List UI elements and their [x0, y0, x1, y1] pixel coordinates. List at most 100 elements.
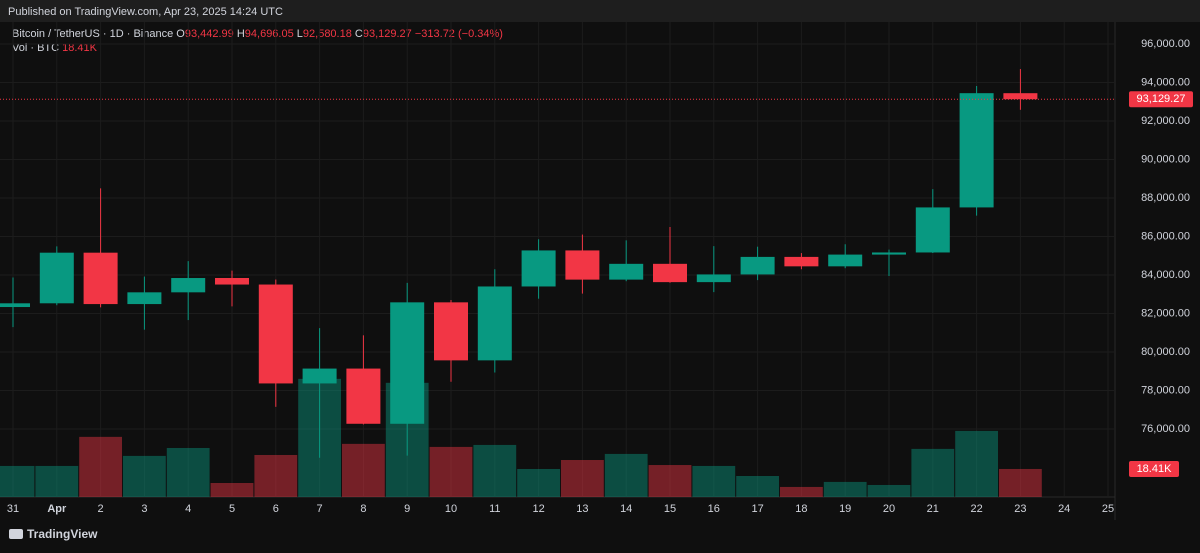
candle-body: [127, 292, 162, 305]
x-tick-label: 18: [795, 503, 807, 515]
volume-bar: [561, 460, 604, 497]
x-tick-label: 8: [360, 503, 366, 515]
candle-body: [346, 368, 381, 424]
volume-value: 18.41K: [62, 42, 98, 54]
brand-logo: TradingView: [9, 527, 98, 541]
ohlc-value: 94,696.05: [245, 28, 297, 40]
candle-body: [1003, 93, 1038, 100]
y-tick-label: 80,000.00: [1141, 346, 1190, 358]
symbol-name: Bitcoin / TetherUS · 1D · Binance: [12, 28, 176, 40]
volume-bar: [210, 482, 254, 497]
x-tick-label: 11: [489, 503, 500, 515]
x-tick-label: 6: [273, 503, 279, 515]
candle-body: [171, 278, 206, 293]
candle-body: [565, 250, 600, 280]
y-tick-label: 92,000.00: [1141, 115, 1190, 127]
volume-bar: [736, 475, 779, 497]
ohlc-value: 93,442.99: [185, 28, 237, 40]
candle-body: [609, 263, 644, 280]
volume-bar: [35, 465, 79, 497]
candle-body: [390, 302, 425, 424]
candle-body: [215, 278, 249, 285]
change-value: −313.72 (−0.34%): [415, 28, 503, 40]
x-tick-label: 17: [751, 503, 763, 515]
ohlc-value: 92,580.18: [303, 28, 355, 40]
volume-bar: [473, 444, 517, 497]
volume-bar: [823, 481, 867, 497]
x-tick-label: 25: [1102, 503, 1114, 515]
x-tick-label: 9: [404, 503, 410, 515]
legend: Bitcoin / TetherUS · 1D · Binance O93,44…: [12, 28, 503, 54]
brand-text: TradingView: [27, 527, 98, 541]
volume-bar: [648, 465, 692, 497]
y-tick-label: 78,000.00: [1141, 384, 1190, 396]
candle-body: [915, 207, 950, 253]
candle-body: [434, 302, 468, 361]
ohlc-value: 93,129.27: [363, 28, 415, 40]
y-tick-label: 76,000.00: [1141, 423, 1190, 435]
legend-line: Bitcoin / TetherUS · 1D · Binance O93,44…: [12, 28, 503, 40]
x-tick-label: 5: [229, 503, 235, 515]
x-tick-label: 10: [445, 503, 457, 515]
volume-bar: [79, 436, 122, 497]
y-tick-label: 86,000.00: [1141, 230, 1190, 242]
volume-bar: [999, 468, 1042, 497]
candle-body: [258, 284, 293, 384]
candle-body: [696, 274, 731, 283]
volume-bar: [517, 468, 560, 497]
plot: 76,000.00 78,000.00 80,000.00 82,000.00 84,0…: [0, 22, 1193, 515]
candle-body: [39, 252, 74, 304]
x-tick-label: 3: [141, 503, 147, 515]
ohlc-label: H: [237, 28, 245, 40]
logo-icon: [9, 529, 23, 539]
y-tick-label: 96,000.00: [1141, 38, 1190, 50]
x-tick-label: 2: [98, 503, 104, 515]
x-tick-label: 7: [317, 503, 323, 515]
last-volume-label: 18.41K: [1137, 463, 1173, 475]
candle-body: [521, 250, 556, 287]
candle-body: [872, 252, 906, 255]
x-tick-label: 19: [839, 503, 851, 515]
x-tick-label: 22: [970, 503, 982, 515]
last-price-label: 93,129.27: [1137, 93, 1186, 105]
x-tick-label: 13: [576, 503, 588, 515]
x-tick-label: 31: [7, 503, 19, 515]
x-tick-label: 21: [927, 503, 939, 515]
candle-body: [784, 256, 819, 267]
candle-body: [302, 368, 337, 384]
x-tick-label: Apr: [47, 503, 67, 515]
y-tick-label: 82,000.00: [1141, 307, 1190, 319]
last-price-tag: [1129, 91, 1193, 108]
x-tick-label: 12: [532, 503, 544, 515]
legend-volume: Vol · BTC 18.41K: [12, 42, 98, 54]
chart-area: [0, 22, 1200, 520]
candle-body: [959, 93, 994, 208]
volume-bar: [0, 465, 35, 497]
y-tick-label: 84,000.00: [1141, 269, 1190, 281]
top-bar: [0, 0, 1200, 22]
volume-bar: [955, 430, 998, 497]
candle-body: [828, 254, 863, 267]
last-volume-tag: [1129, 460, 1179, 477]
bottom-bar: [0, 520, 1200, 548]
candle-body: [0, 303, 30, 308]
volume-bar: [867, 484, 911, 497]
x-tick-label: 16: [708, 503, 720, 515]
x-tick-label: 15: [664, 503, 676, 515]
y-tick-label: 94,000.00: [1141, 76, 1190, 88]
ohlc-label: C: [355, 28, 363, 40]
candle-body: [653, 263, 687, 283]
published-text: Published on TradingView.com, Apr 23, 20…: [8, 6, 283, 18]
candle-body: [477, 286, 512, 361]
volume-bar: [604, 453, 648, 497]
volume-title: Vol · BTC: [12, 42, 62, 54]
x-tick-label: 23: [1014, 503, 1026, 515]
volume-bar: [166, 447, 210, 497]
ohlc-label: L: [297, 28, 303, 40]
candle-body: [740, 256, 775, 275]
volume-bar: [254, 454, 298, 497]
volume-bar: [911, 448, 955, 497]
x-tick-label: 4: [185, 503, 191, 515]
